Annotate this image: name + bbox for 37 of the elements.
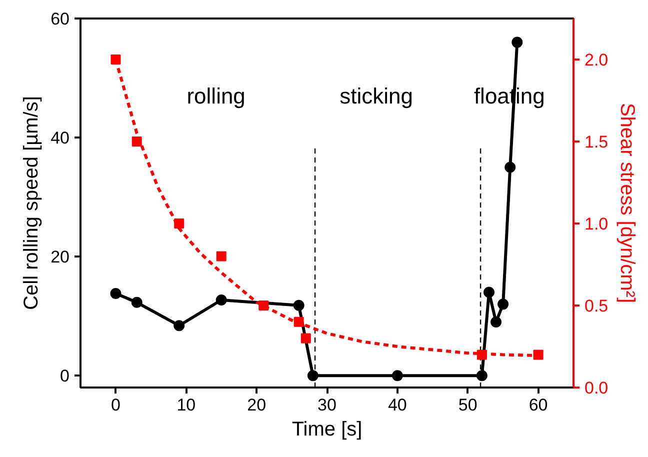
point xyxy=(533,350,544,360)
x-axis-title: Time [s] xyxy=(292,418,362,440)
point xyxy=(490,316,502,328)
point xyxy=(392,370,403,382)
annotation: sticking xyxy=(340,83,413,108)
point xyxy=(483,286,494,298)
point xyxy=(307,370,318,382)
y-tick-label: 60 xyxy=(50,10,70,28)
y-tick-label: 0 xyxy=(60,366,70,386)
x-tick-label: 40 xyxy=(388,396,407,414)
point xyxy=(216,251,226,262)
y2-tick-label: 2.0 xyxy=(584,50,608,70)
y-tick-label: 20 xyxy=(50,248,70,267)
point xyxy=(293,300,304,311)
point xyxy=(174,320,185,332)
point xyxy=(476,370,488,382)
y2-tick-label: 0.0 xyxy=(584,378,608,398)
y2-tick-label: 1.5 xyxy=(584,132,608,152)
x-tick-label: 30 xyxy=(318,396,336,414)
x-tick-label: 0 xyxy=(110,396,120,414)
point xyxy=(216,294,227,306)
point xyxy=(131,296,142,308)
y-axis-title: Cell rolling speed [µm/s] xyxy=(20,96,43,310)
y-tick-label: 40 xyxy=(50,128,70,148)
x-tick-label: 60 xyxy=(528,396,548,414)
y2-axis-title: Shear stress [dyn/cm²] xyxy=(616,102,638,304)
y2-tick-label: 0.5 xyxy=(584,296,608,316)
point xyxy=(498,298,509,310)
x-tick-label: 10 xyxy=(176,396,196,414)
x-tick-label: 20 xyxy=(247,396,266,414)
y2-tick-label: 1.0 xyxy=(584,214,608,234)
point xyxy=(110,288,122,299)
annotation: rolling xyxy=(186,83,246,108)
point xyxy=(504,162,516,173)
point xyxy=(300,333,311,344)
x-tick-label: 50 xyxy=(458,396,478,414)
point xyxy=(512,36,523,48)
